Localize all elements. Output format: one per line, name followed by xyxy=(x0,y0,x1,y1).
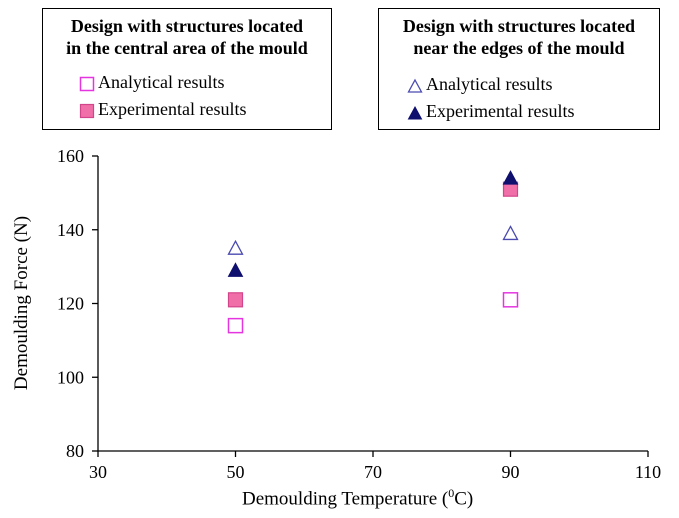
legend-central: Design with structures located in the ce… xyxy=(42,8,332,130)
x-axis-title-suffix: C) xyxy=(454,488,474,510)
legend-central-title-line2: in the central area of the mould xyxy=(66,38,308,58)
legend-central-analytical-label: Analytical results xyxy=(98,72,225,92)
central-square-filled-point xyxy=(227,292,244,308)
legend-central-experimental: Experimental results xyxy=(79,98,246,120)
y-tick-label: 80 xyxy=(66,441,84,461)
x-tick-label: 90 xyxy=(502,462,520,482)
y-tick-label: 160 xyxy=(57,146,84,166)
central-square-open-point xyxy=(227,317,244,334)
legend-edges-title-line2: near the edges of the mould xyxy=(413,38,625,58)
legend-edges-experimental: Experimental results xyxy=(407,100,574,122)
filled-triangle-marker-icon xyxy=(407,105,423,120)
x-tick-label: 110 xyxy=(635,462,661,482)
legend-edges-analytical-label: Analytical results xyxy=(426,74,553,94)
axes xyxy=(92,155,649,457)
legend-edges-title-line1: Design with structures located xyxy=(402,16,636,36)
y-axis-title: Demoulding Force (N) xyxy=(11,215,32,391)
edges-triangle-open-point xyxy=(227,239,244,255)
legend-central-title-line1: Design with structures located xyxy=(70,16,304,36)
filled-square-marker-icon xyxy=(79,103,95,118)
edges-triangle-filled-point xyxy=(502,170,519,185)
tick-labels: 80 100 120 140 160 30 50 70 90 110 xyxy=(57,146,661,482)
legend-edges-experimental-label: Experimental results xyxy=(426,101,575,121)
y-tick-label: 140 xyxy=(57,220,84,240)
legend-edges-analytical: Analytical results xyxy=(407,73,552,95)
x-tick-label: 50 xyxy=(227,462,245,482)
legend-edges: Design with structures located near the … xyxy=(378,8,660,130)
data-points xyxy=(227,170,519,334)
x-axis-title-prefix: Demoulding Temperature ( xyxy=(242,488,449,510)
open-triangle-marker-icon xyxy=(407,78,423,93)
edges-triangle-filled-point xyxy=(227,262,244,277)
legend-central-analytical: Analytical results xyxy=(79,71,224,93)
x-axis-title: Demoulding Temperature (0C) xyxy=(242,486,473,510)
open-square-marker-icon xyxy=(79,76,95,92)
y-tick-label: 100 xyxy=(57,367,84,387)
x-tick-label: 70 xyxy=(364,462,382,482)
legend-central-experimental-label: Experimental results xyxy=(98,99,247,119)
x-axis-title-sup: 0 xyxy=(448,486,455,500)
x-tick-label: 30 xyxy=(89,462,107,482)
edges-triangle-open-point xyxy=(502,225,519,241)
y-tick-label: 120 xyxy=(57,294,84,314)
central-square-open-point xyxy=(502,292,519,308)
